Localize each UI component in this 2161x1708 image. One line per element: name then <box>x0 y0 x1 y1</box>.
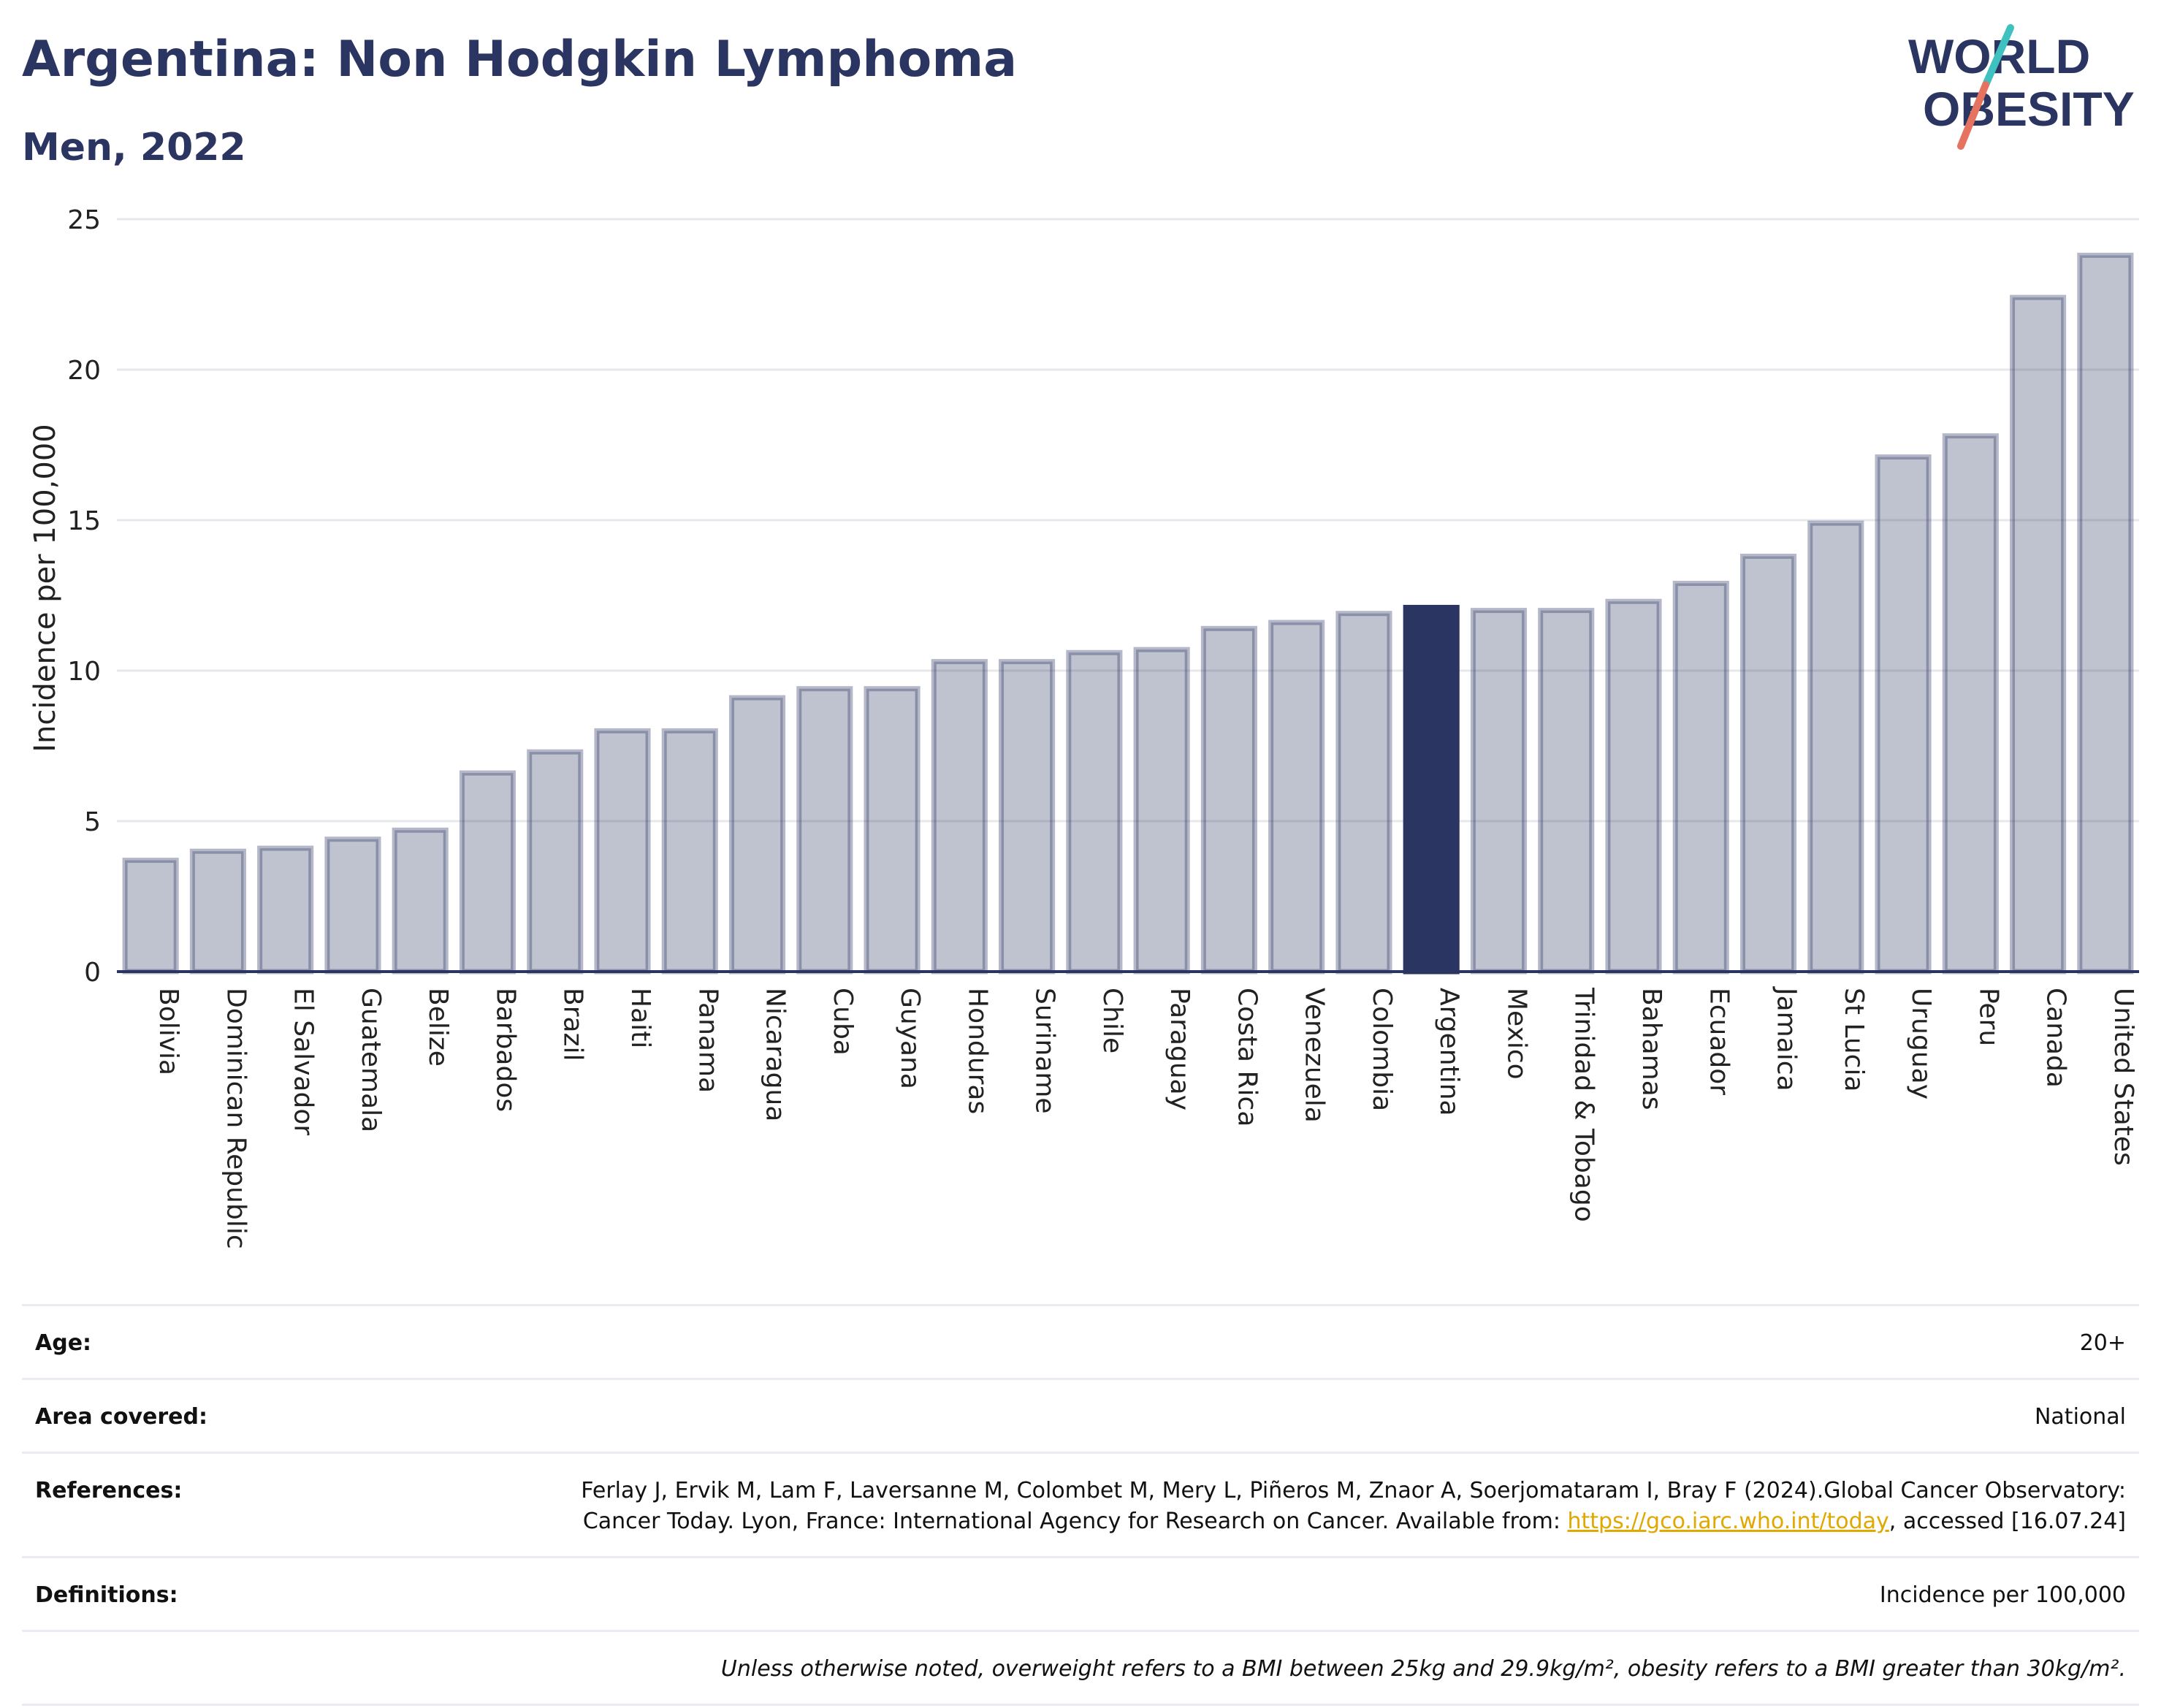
x-tick-label: Paraguay <box>1165 988 1194 1110</box>
info-row-area: Area covered: National <box>22 1378 2139 1452</box>
bar[interactable] <box>1605 598 1662 975</box>
bar[interactable] <box>999 659 1056 975</box>
bmi-note: Unless otherwise noted, overweight refer… <box>720 1656 2126 1682</box>
y-tick-label: 5 <box>84 807 101 837</box>
y-tick-label: 10 <box>67 657 101 687</box>
logo-slash-coral <box>1957 81 1989 150</box>
logo-slash-teal <box>1982 24 2014 88</box>
bar[interactable] <box>1807 520 1864 975</box>
bar[interactable] <box>1739 553 1797 975</box>
bar[interactable] <box>122 858 179 975</box>
bar[interactable] <box>661 728 718 975</box>
world-obesity-logo: WORLD OBESITY <box>1908 24 2135 150</box>
x-tick-label: Chile <box>1097 988 1127 1053</box>
references-link[interactable]: https://gco.iarc.who.int/today <box>1567 1509 1889 1534</box>
x-tick-label: St Lucia <box>1839 988 1869 1092</box>
references-value: Ferlay J, Ervik M, Lam F, Laversanne M, … <box>519 1476 2126 1537</box>
references-label: References: <box>35 1478 183 1503</box>
x-tick-label: Haiti <box>625 988 655 1048</box>
bar[interactable] <box>931 659 988 975</box>
x-tick-label: Barbados <box>490 988 520 1112</box>
bar-highlighted[interactable] <box>1403 604 1460 975</box>
bar[interactable] <box>1335 611 1392 975</box>
y-axis-title: Incidence per 100,000 <box>28 424 62 752</box>
area-label: Area covered: <box>35 1404 207 1430</box>
bar[interactable] <box>1470 608 1528 975</box>
info-row-note: Unless otherwise noted, overweight refer… <box>22 1630 2139 1706</box>
age-label: Age: <box>35 1330 92 1356</box>
bar[interactable] <box>1538 608 1595 975</box>
definitions-label: Definitions: <box>35 1582 178 1608</box>
bar[interactable] <box>1875 454 1932 975</box>
x-tick-label: Mexico <box>1501 988 1531 1080</box>
x-tick-label: Belize <box>423 988 453 1067</box>
x-tick-label: Suriname <box>1030 988 1060 1114</box>
references-text: Ferlay J, Ervik M, Lam F, Laversanne M, … <box>581 1478 2126 1534</box>
bar[interactable] <box>527 749 584 975</box>
x-tick-label: Bolivia <box>153 988 183 1075</box>
bar[interactable] <box>1200 625 1257 975</box>
bar[interactable] <box>189 848 246 975</box>
x-tick-label: Nicaragua <box>761 988 790 1121</box>
info-row-references: References: Ferlay J, Ervik M, Lam F, La… <box>22 1452 2139 1556</box>
x-tick-label: Ecuador <box>1704 988 1734 1095</box>
y-tick-label: 15 <box>67 506 101 536</box>
age-value: 20+ <box>2079 1330 2126 1356</box>
x-tick-label: Colombia <box>1367 988 1397 1111</box>
bar[interactable] <box>1268 619 1325 975</box>
bar[interactable] <box>392 827 449 975</box>
x-tick-label: Argentina <box>1434 988 1464 1116</box>
page-title: Argentina: Non Hodgkin Lymphoma <box>22 31 1018 88</box>
info-row-age: Age: 20+ <box>22 1304 2139 1378</box>
bar[interactable] <box>864 686 921 975</box>
area-value: National <box>2034 1404 2126 1430</box>
bar[interactable] <box>324 836 381 975</box>
x-tick-label: United States <box>2108 988 2138 1166</box>
x-tick-label: Panama <box>693 988 723 1093</box>
bar[interactable] <box>459 770 517 975</box>
bar-chart: 0 5 10 15 20 25 Incidence per 100,000 Bolivia Do… <box>28 205 2139 1249</box>
x-tick-label: Trinidad & Tobago <box>1569 987 1599 1222</box>
definitions-value: Incidence per 100,000 <box>1879 1582 2126 1608</box>
references-suffix: , accessed [16.07.24] <box>1889 1509 2126 1534</box>
bar[interactable] <box>1672 581 1729 975</box>
bar[interactable] <box>257 845 314 975</box>
x-tick-label: Guatemala <box>356 988 386 1132</box>
bar[interactable] <box>2010 294 2067 975</box>
x-tick-label: Uruguay <box>1906 988 1936 1099</box>
logo-line-2: OBESITY <box>1923 82 2135 136</box>
bar[interactable] <box>1133 647 1190 975</box>
bar[interactable] <box>2077 252 2134 975</box>
x-tick-label: Guyana <box>895 988 925 1089</box>
bar[interactable] <box>1066 649 1123 975</box>
x-tick-label: Dominican Republic <box>221 988 251 1249</box>
page-subtitle: Men, 2022 <box>22 126 246 169</box>
x-tick-label: Canada <box>2041 988 2071 1088</box>
x-tick-label: Venezuela <box>1300 988 1330 1123</box>
bar[interactable] <box>728 695 786 975</box>
y-tick-label: 25 <box>67 205 101 235</box>
x-tick-label: Honduras <box>962 988 992 1114</box>
x-tick-label: Bahamas <box>1636 988 1666 1110</box>
x-tick-label: Costa Rica <box>1232 988 1262 1126</box>
y-tick-label: 20 <box>67 356 101 386</box>
bar[interactable] <box>796 686 853 975</box>
x-tick-label: Brazil <box>558 988 588 1061</box>
bar[interactable] <box>1942 433 1999 975</box>
info-row-definitions: Definitions: Incidence per 100,000 <box>22 1556 2139 1630</box>
info-table: Age: 20+ Area covered: National Referenc… <box>22 1304 2139 1706</box>
bar[interactable] <box>594 728 651 975</box>
x-tick-label: Peru <box>1973 988 2003 1046</box>
x-tick-label: Cuba <box>828 988 858 1056</box>
y-tick-label: 0 <box>84 958 101 988</box>
x-tick-label: Jamaica <box>1772 986 1802 1091</box>
x-tick-label: El Salvador <box>289 988 319 1135</box>
